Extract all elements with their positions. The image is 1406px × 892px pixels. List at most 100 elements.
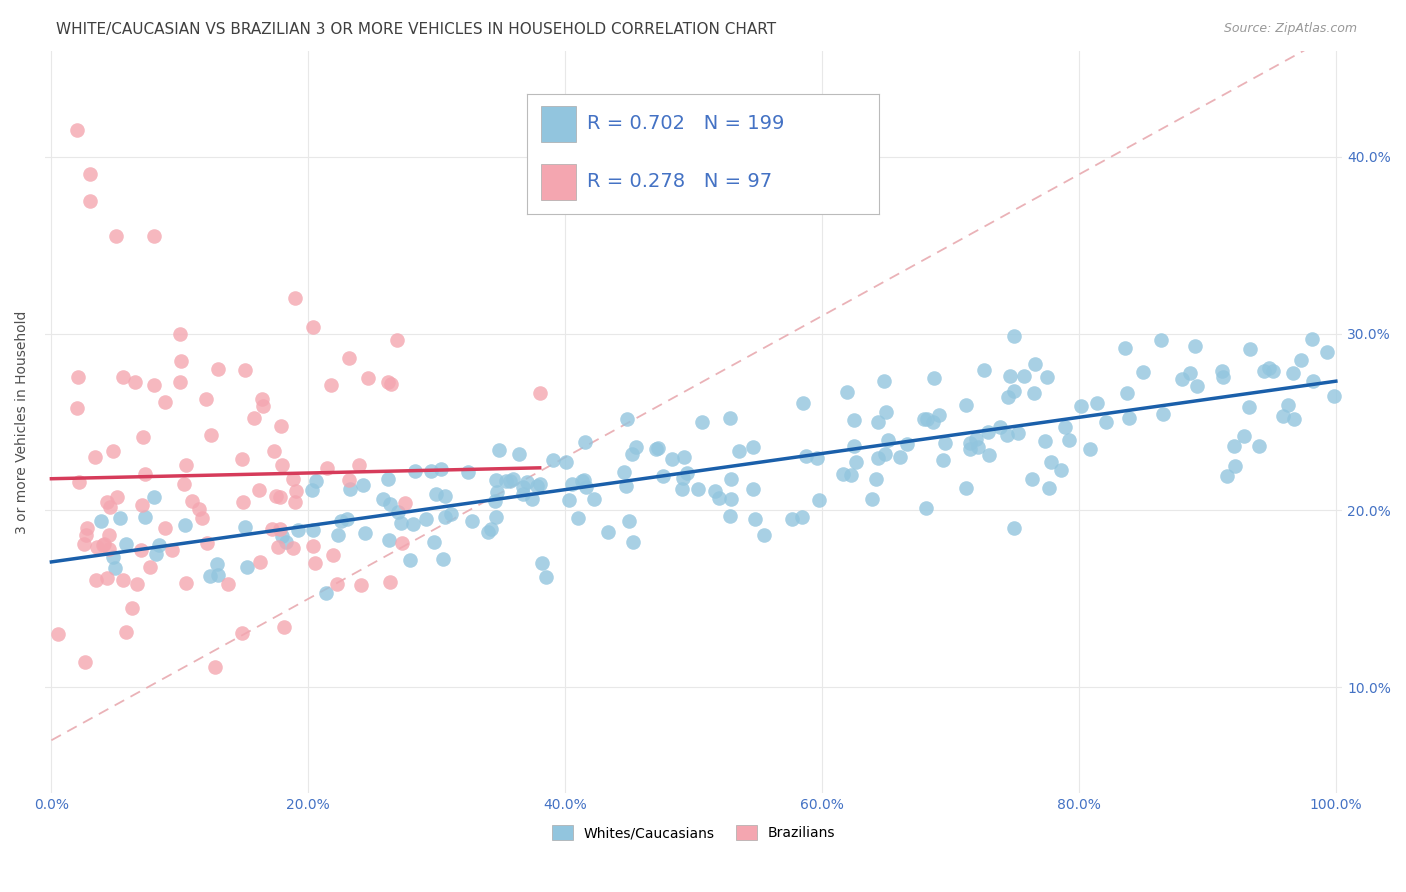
Point	[93, 537, 115, 551]
Point	[896, 436, 918, 450]
Point	[380, 575, 402, 590]
Point	[794, 450, 817, 464]
Point	[995, 428, 1018, 442]
Point	[1272, 409, 1295, 423]
Point	[875, 447, 897, 461]
Point	[243, 411, 266, 425]
Point	[271, 458, 294, 472]
Point	[232, 495, 254, 509]
Point	[236, 559, 259, 574]
Point	[1002, 328, 1025, 343]
Point	[1024, 357, 1046, 371]
Point	[174, 517, 197, 532]
Point	[574, 474, 596, 488]
Point	[718, 509, 741, 524]
Point	[1257, 361, 1279, 376]
Point	[67, 370, 90, 384]
Point	[865, 473, 887, 487]
Point	[350, 577, 373, 591]
Point	[394, 496, 416, 510]
Point	[915, 411, 938, 425]
Point	[529, 386, 551, 401]
Point	[508, 447, 530, 461]
Point	[326, 577, 349, 591]
Point	[264, 489, 287, 503]
Point	[231, 625, 253, 640]
Point	[485, 473, 508, 487]
Point	[249, 555, 271, 569]
Point	[387, 333, 409, 347]
Point	[274, 535, 297, 549]
Point	[624, 440, 647, 454]
Point	[1085, 395, 1108, 409]
Point	[378, 497, 401, 511]
Point	[1040, 454, 1063, 468]
Point	[728, 443, 751, 458]
Point	[561, 476, 583, 491]
Point	[792, 509, 814, 524]
Point	[415, 511, 437, 525]
Point	[844, 413, 866, 427]
Point	[1301, 332, 1323, 346]
Point	[875, 405, 897, 419]
Point	[554, 455, 576, 469]
Point	[529, 476, 551, 491]
Point	[1057, 433, 1080, 447]
Point	[644, 442, 666, 456]
Point	[567, 511, 589, 525]
Text: R = 0.278   N = 97: R = 0.278 N = 97	[588, 172, 772, 191]
Point	[433, 509, 456, 524]
Point	[169, 326, 191, 341]
Point	[281, 472, 304, 486]
Point	[1239, 343, 1261, 357]
Point	[271, 529, 294, 543]
Point	[260, 522, 283, 536]
Point	[143, 229, 166, 244]
Point	[512, 486, 534, 500]
Point	[1291, 353, 1313, 368]
Point	[931, 452, 953, 467]
Point	[959, 442, 981, 456]
Point	[391, 536, 413, 550]
Point	[235, 519, 257, 533]
Point	[104, 229, 127, 244]
Point	[835, 385, 858, 400]
Point	[200, 427, 222, 442]
Point	[620, 448, 643, 462]
Point	[1185, 379, 1208, 393]
Point	[305, 474, 328, 488]
Point	[1152, 408, 1174, 422]
Point	[347, 458, 370, 472]
Point	[112, 573, 135, 587]
Point	[337, 351, 360, 366]
Point	[302, 319, 325, 334]
Point	[860, 492, 883, 507]
Point	[79, 168, 101, 182]
Point	[1261, 364, 1284, 378]
Point	[73, 537, 96, 551]
Point	[647, 442, 669, 456]
Point	[263, 444, 285, 458]
Point	[354, 526, 377, 541]
Point	[131, 543, 153, 558]
Point	[1282, 412, 1305, 426]
Point	[319, 378, 342, 392]
Point	[1114, 341, 1136, 355]
Point	[131, 498, 153, 512]
Point	[672, 471, 695, 485]
Point	[934, 436, 956, 450]
Point	[432, 552, 454, 566]
Point	[315, 461, 337, 475]
Point	[621, 535, 644, 549]
Point	[808, 493, 831, 508]
Point	[845, 455, 868, 469]
Point	[284, 484, 307, 499]
Text: Source: ZipAtlas.com: Source: ZipAtlas.com	[1223, 22, 1357, 36]
Point	[1054, 420, 1077, 434]
Point	[73, 656, 96, 670]
Point	[720, 472, 742, 486]
Point	[1247, 439, 1270, 453]
Point	[86, 540, 108, 554]
Point	[143, 490, 166, 504]
Point	[76, 521, 98, 535]
